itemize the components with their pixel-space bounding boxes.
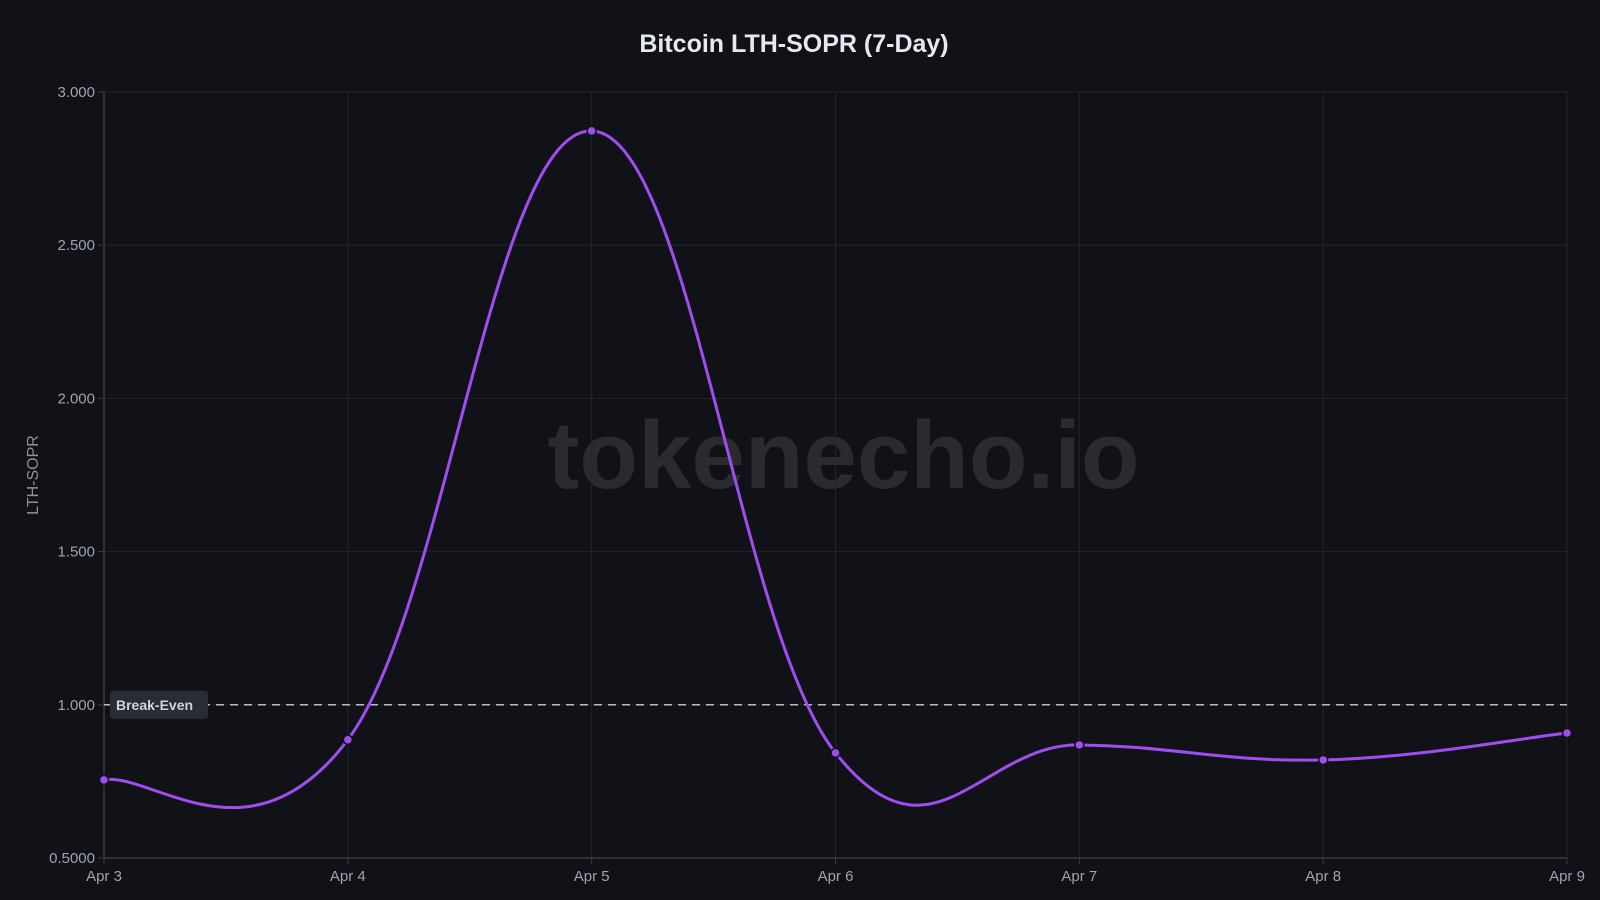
watermark: tokenecho.io [547, 402, 1139, 509]
y-tick-label: 2.000 [57, 390, 95, 407]
y-axis-title: LTH-SOPR [25, 435, 42, 515]
break-even-label: Break-Even [116, 697, 193, 713]
y-tick-label: 2.500 [57, 237, 95, 254]
x-tick-label: Apr 8 [1305, 868, 1341, 885]
data-point [830, 747, 841, 759]
x-tick-label: Apr 5 [574, 868, 610, 885]
y-tick-label: 0.5000 [49, 850, 95, 867]
chart-title: Bitcoin LTH-SOPR (7-Day) [639, 30, 949, 58]
data-point [1317, 754, 1329, 766]
y-tick-label: 1.000 [57, 697, 95, 714]
data-point [98, 774, 110, 786]
break-even-label-bg [110, 690, 208, 719]
data-point [586, 125, 597, 137]
y-tick-label: 1.500 [57, 544, 95, 561]
y-tick-label: 3.000 [57, 84, 95, 101]
data-point [1074, 739, 1085, 751]
data-point [342, 734, 354, 745]
lth-sopr-line [103, 129, 1568, 810]
x-tick-label: Apr 6 [818, 868, 854, 885]
x-tick-label: Apr 7 [1061, 868, 1097, 885]
data-point [1561, 727, 1573, 739]
x-tick-label: Apr 9 [1549, 868, 1585, 885]
x-tick-label: Apr 3 [86, 868, 122, 885]
x-tick-label: Apr 4 [330, 868, 366, 885]
